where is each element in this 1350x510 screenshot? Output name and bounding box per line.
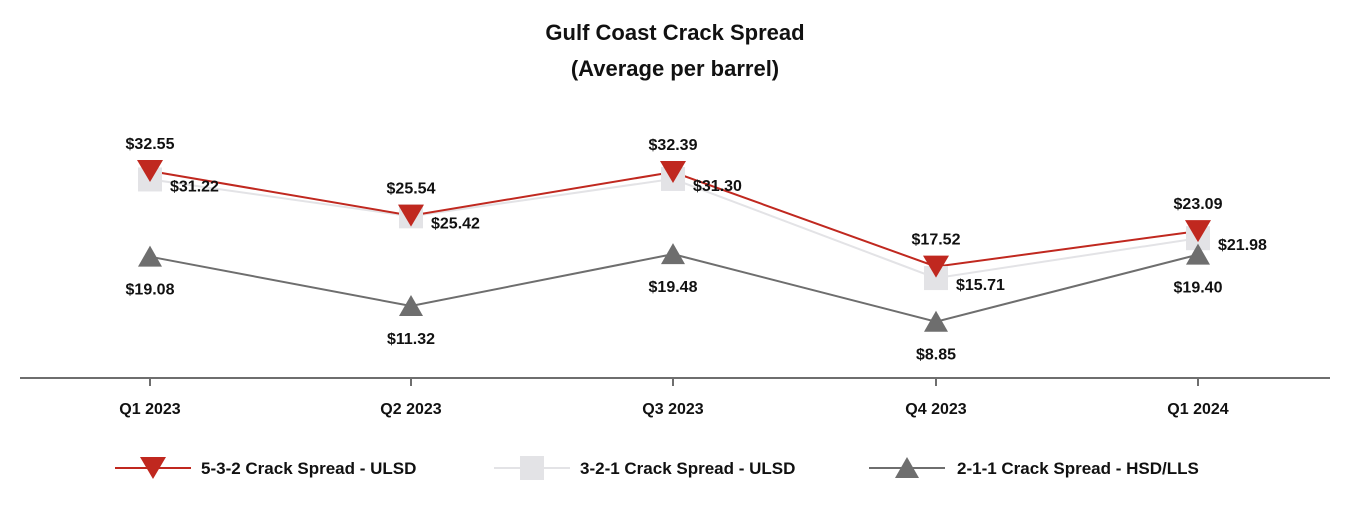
data-label: $25.54 <box>387 181 436 198</box>
x-tick-label: Q1 2023 <box>119 401 180 418</box>
legend-marker <box>895 457 919 478</box>
data-label: $25.42 <box>431 215 480 232</box>
chart-title: Gulf Coast Crack Spread <box>545 20 804 45</box>
data-label: $21.98 <box>1218 237 1267 254</box>
legend-item-1: 5-3-2 Crack Spread - ULSD <box>115 457 416 479</box>
data-point <box>138 245 162 267</box>
chart-subtitle: (Average per barrel) <box>571 56 779 81</box>
data-point <box>398 204 424 227</box>
data-point <box>1186 243 1210 265</box>
legend-marker <box>520 456 544 480</box>
x-tick-label: Q4 2023 <box>905 401 966 418</box>
data-label: $23.09 <box>1174 196 1223 213</box>
data-label: $32.39 <box>649 137 698 154</box>
data-label: $31.22 <box>170 178 219 195</box>
data-label: $19.48 <box>649 279 698 296</box>
data-point <box>137 159 163 182</box>
data-label: $17.52 <box>912 232 961 249</box>
x-tick-label: Q3 2023 <box>642 401 703 418</box>
legend-item-3: 2-1-1 Crack Spread - HSD/LLS <box>869 457 1199 478</box>
data-point <box>660 160 686 183</box>
legend: 5-3-2 Crack Spread - ULSD 3-2-1 Crack Spr… <box>115 456 1199 480</box>
data-label: $19.08 <box>126 282 175 299</box>
data-labels: $32.55 $25.54 $32.39 $17.52 $23.09 $31.22 $25.… <box>126 136 1268 364</box>
x-tick-label: Q2 2023 <box>380 401 441 418</box>
data-point <box>923 255 949 278</box>
data-label: $11.32 <box>387 331 435 348</box>
x-axis-ticks: Q1 2023 Q2 2023 Q3 2023 Q4 2023 Q1 2024 <box>119 378 1229 418</box>
x-tick-label: Q1 2024 <box>1167 401 1228 418</box>
data-label: $31.30 <box>693 178 742 195</box>
data-label: $32.55 <box>126 136 175 153</box>
legend-label: 5-3-2 Crack Spread - ULSD <box>201 459 416 478</box>
legend-marker <box>140 457 166 479</box>
series-markers <box>137 159 1211 332</box>
data-point <box>661 243 685 265</box>
data-label: $8.85 <box>916 347 956 364</box>
data-point <box>399 295 423 317</box>
legend-label: 3-2-1 Crack Spread - ULSD <box>580 459 795 478</box>
data-label: $19.40 <box>1174 280 1223 297</box>
data-point <box>1185 220 1211 243</box>
data-label: $15.71 <box>956 277 1005 294</box>
legend-label: 2-1-1 Crack Spread - HSD/LLS <box>957 459 1199 478</box>
data-point <box>924 310 948 332</box>
legend-item-2: 3-2-1 Crack Spread - ULSD <box>494 456 795 480</box>
